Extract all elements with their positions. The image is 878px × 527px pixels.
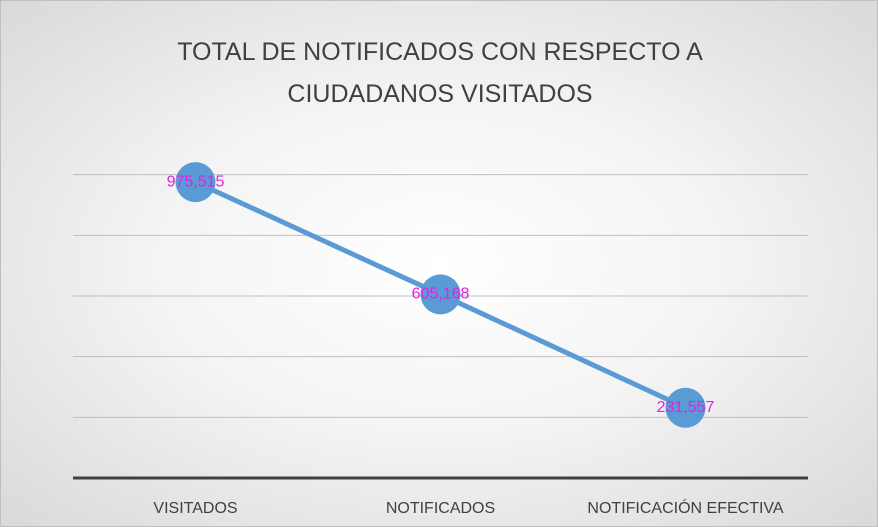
chart-title: TOTAL DE NOTIFICADOS CON RESPECTO A CIUD… [177,38,703,108]
marker [420,274,461,315]
data-label: 975,515 [167,173,225,190]
x-tick-label: NOTIFICADOS [386,500,495,517]
data-label: 231,557 [657,399,715,416]
marker [175,162,216,203]
marker [665,387,706,428]
data-label: 605,168 [412,286,470,303]
x-tick-label: NOTIFICACIÓN EFECTIVA [587,498,783,517]
x-tick-label: VISITADOS [153,500,237,517]
